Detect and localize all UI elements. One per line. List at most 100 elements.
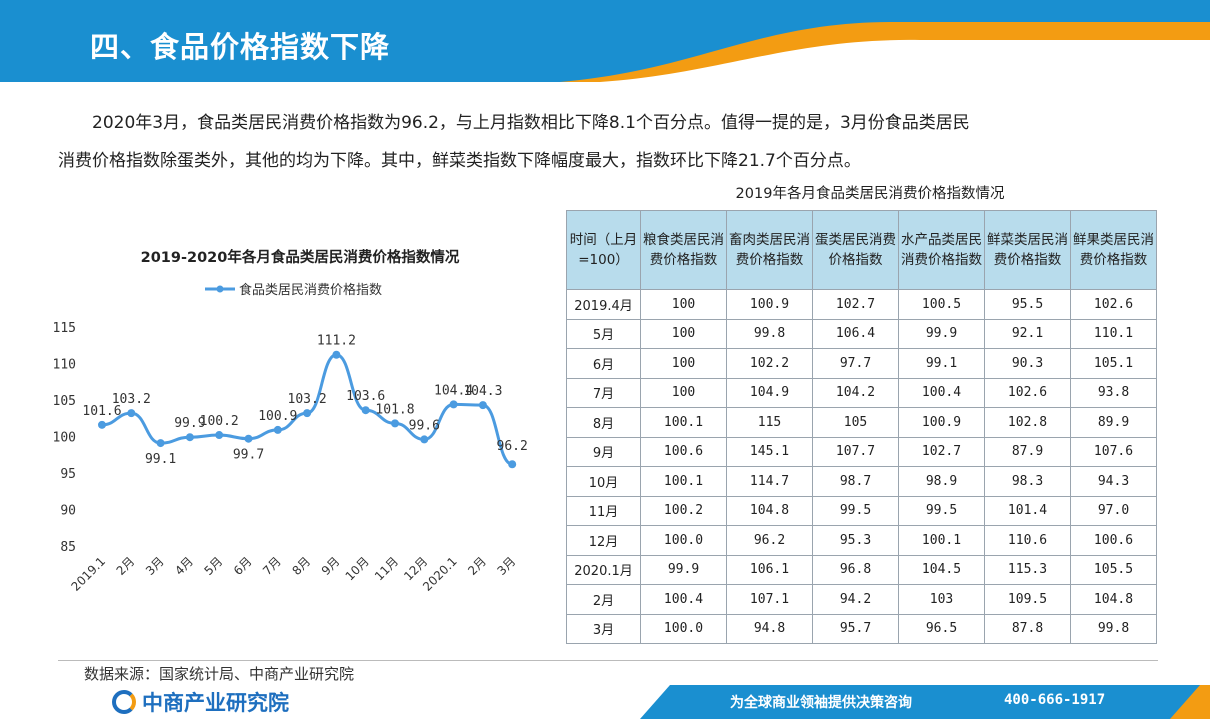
- table-cell: 94.8: [726, 613, 813, 644]
- table-cell: 100.9: [726, 289, 813, 320]
- table-cell: 94.2: [812, 584, 899, 615]
- table-row: 2020.1月 99.9 106.1 96.8 104.5 115.3 105.5: [566, 554, 1157, 585]
- chart-title: 2019-2020年各月食品类居民消费价格指数情况: [140, 250, 460, 266]
- table-cell: 107.1: [726, 584, 813, 615]
- table-cell: 100.2: [640, 495, 727, 526]
- data-point: [478, 401, 487, 410]
- table-cell: 10月: [566, 466, 641, 497]
- table-cell: 100.5: [898, 289, 985, 320]
- table-cell: 7月: [566, 377, 641, 408]
- table-cell: 102.7: [812, 289, 899, 320]
- table-cell: 104.8: [1070, 584, 1157, 615]
- table-cell: 98.9: [898, 466, 985, 497]
- table-cell: 98.3: [984, 466, 1071, 497]
- data-point: [215, 431, 224, 440]
- table-cell: 115.3: [984, 554, 1071, 585]
- table-cell: 87.8: [984, 613, 1071, 644]
- table-cell: 99.5: [812, 495, 899, 526]
- table-row: 9月 100.6 145.1 107.7 102.7 87.9 107.6: [566, 436, 1157, 467]
- table-header-cell: 畜肉类居民消费价格指数: [726, 210, 813, 290]
- logo-icon: [112, 690, 136, 714]
- table-cell: 102.8: [984, 407, 1071, 438]
- x-tick-label: 11月: [372, 554, 401, 583]
- data-label: 101.6: [82, 404, 121, 419]
- table-cell: 105: [812, 407, 899, 438]
- table-header-cell: 水产品类居民消费价格指数: [898, 210, 985, 290]
- table-cell: 100.9: [898, 407, 985, 438]
- x-tick-label: 3月: [495, 554, 519, 578]
- table-cell: 95.7: [812, 613, 899, 644]
- table-cell: 110.6: [984, 525, 1071, 556]
- table-cell: 87.9: [984, 436, 1071, 467]
- table-cell: 103: [898, 584, 985, 615]
- table-header-cell: 鲜菜类居民消费价格指数: [984, 210, 1071, 290]
- table-cell: 100.4: [898, 377, 985, 408]
- table-cell: 100: [640, 348, 727, 379]
- table-cell: 102.6: [1070, 289, 1157, 320]
- table-cell: 3月: [566, 613, 641, 644]
- data-point: [420, 435, 429, 444]
- table-cell: 90.3: [984, 348, 1071, 379]
- footer-divider: [58, 660, 1158, 661]
- data-point: [391, 419, 399, 428]
- table-cell: 99.9: [898, 318, 985, 349]
- series-line: [101, 353, 513, 466]
- table-cell: 99.1: [898, 348, 985, 379]
- x-tick-label: 7月: [260, 554, 284, 578]
- x-tick-label: 5月: [202, 554, 226, 578]
- table-cell: 102.7: [898, 436, 985, 467]
- table-cell: 105.1: [1070, 348, 1157, 379]
- data-point: [303, 409, 312, 418]
- data-point: [273, 425, 282, 434]
- table-cell: 6月: [566, 348, 641, 379]
- table-cell: 100.0: [640, 613, 727, 644]
- table-cell: 107.7: [812, 436, 899, 467]
- table-cell: 109.5: [984, 584, 1071, 615]
- x-tick-label: 3月: [143, 554, 167, 578]
- table-cell: 106.1: [726, 554, 813, 585]
- table-row: 11月 100.2 104.8 99.5 99.5 101.4 97.0: [566, 495, 1157, 526]
- table-cell: 100.1: [640, 466, 727, 497]
- table-header-cell: 时间（上月=100）: [566, 210, 641, 290]
- data-label: 100.9: [258, 409, 297, 424]
- header-banner: 四、食品价格指数下降: [0, 0, 1210, 82]
- data-point: [508, 460, 517, 469]
- table-cell: 93.8: [1070, 377, 1157, 408]
- table-row: 2019.4月 100 100.9 102.7 100.5 95.5 102.6: [566, 289, 1157, 320]
- table-body: 2019.4月 100 100.9 102.7 100.5 95.5 102.6 5月 100 9…: [566, 289, 1157, 644]
- chart-legend: 食品类居民消费价格指数: [205, 279, 382, 298]
- table-row: 5月 100 99.8 106.4 99.9 92.1 110.1: [566, 318, 1157, 349]
- table-cell: 115: [726, 407, 813, 438]
- data-label: 99.9: [174, 416, 205, 431]
- table-row: 10月 100.1 114.7 98.7 98.9 98.3 94.3: [566, 466, 1157, 497]
- data-point: [332, 350, 341, 359]
- table-cell: 11月: [566, 495, 641, 526]
- x-tick-label: 9月: [319, 554, 343, 578]
- legend-label: 食品类居民消费价格指数: [239, 283, 383, 298]
- data-label: 103.2: [112, 392, 151, 407]
- table-header-row: 时间（上月=100） 粮食类居民消费价格指数 畜肉类居民消费价格指数 蛋类居民消费价格…: [566, 210, 1157, 290]
- table-cell: 104.9: [726, 377, 813, 408]
- table-cell: 89.9: [1070, 407, 1157, 438]
- table-cell: 96.8: [812, 554, 899, 585]
- table-cell: 8月: [566, 407, 641, 438]
- table-cell: 96.5: [898, 613, 985, 644]
- table-cell: 99.5: [898, 495, 985, 526]
- data-label: 111.2: [317, 334, 356, 349]
- table-cell: 104.2: [812, 377, 899, 408]
- data-label: 104.3: [463, 384, 502, 399]
- table-row: 7月 100 104.9 104.2 100.4 102.6 93.8: [566, 377, 1157, 408]
- company-logo: 中商产业研究院: [112, 687, 289, 717]
- table-cell: 99.8: [726, 318, 813, 349]
- data-point: [185, 433, 194, 442]
- data-point: [127, 409, 136, 418]
- header-background: [0, 0, 1210, 82]
- y-tick-label: 105: [53, 394, 76, 409]
- table-cell: 97.7: [812, 348, 899, 379]
- data-point: [244, 434, 253, 443]
- data-point: [449, 400, 458, 409]
- x-tick-label: 6月: [231, 554, 255, 578]
- footer-bar: [640, 685, 1210, 719]
- table-cell: 5月: [566, 318, 641, 349]
- table-cell: 100.6: [640, 436, 727, 467]
